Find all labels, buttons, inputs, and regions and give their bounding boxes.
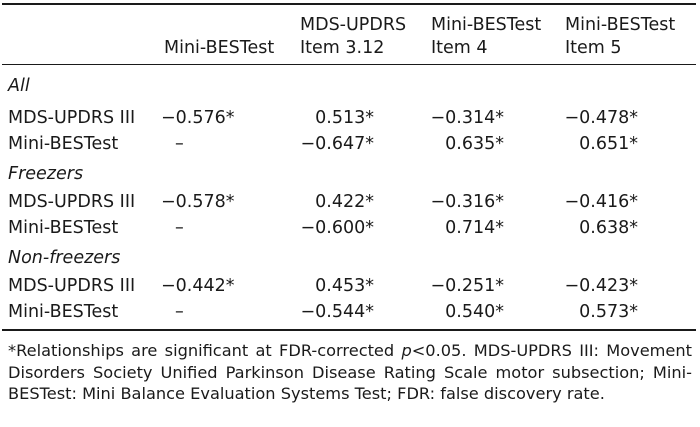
row-label: MDS-UPDRS III: [8, 192, 136, 212]
table-cell: −0.478*: [564, 108, 638, 128]
table-cell: –: [175, 218, 184, 238]
table-cell: 0.573*: [579, 302, 638, 322]
table-cell: 0.422*: [315, 192, 374, 212]
table-cell: 0.635*: [445, 134, 504, 154]
table-cell: 0.638*: [579, 218, 638, 238]
group-label-freezers: Freezers: [8, 164, 84, 184]
table-cell: 0.651*: [579, 134, 638, 154]
table-cell: −0.416*: [564, 192, 638, 212]
footnote-text-after: <0.05. MDS-UPDRS III: Movement Disorders…: [8, 341, 692, 403]
header-col3-line1: Mini-BESTest: [431, 15, 542, 35]
table-cell: –: [175, 302, 184, 322]
footnote-text-before: *Relationships are significant at FDR-co…: [8, 341, 402, 360]
row-label: MDS-UPDRS III: [8, 276, 136, 296]
row-label: MDS-UPDRS III: [8, 108, 136, 128]
row-label: Mini-BESTest: [8, 218, 119, 238]
header-col4-line1: Mini-BESTest: [565, 15, 676, 35]
table-cell: −0.314*: [430, 108, 504, 128]
table-cell: −0.251*: [430, 276, 504, 296]
footnote-p-italic: p: [401, 341, 412, 360]
table-cell: 0.714*: [445, 218, 504, 238]
table-cell: −0.576*: [161, 108, 235, 128]
table-cell: −0.647*: [300, 134, 374, 154]
table-footnote: *Relationships are significant at FDR-co…: [8, 340, 692, 405]
group-label-non-freezers: Non-freezers: [8, 248, 121, 268]
table-cell: −0.423*: [564, 276, 638, 296]
table-cell: −0.600*: [300, 218, 374, 238]
row-label: Mini-BESTest: [8, 302, 119, 322]
header-col2-line1: MDS-UPDRS: [300, 15, 407, 35]
table-cell: −0.544*: [300, 302, 374, 322]
table-cell: −0.316*: [430, 192, 504, 212]
header-col4-line2: Item 5: [565, 38, 622, 58]
header-col3-line2: Item 4: [431, 38, 488, 58]
table-cell: 0.453*: [315, 276, 374, 296]
header-col2-line2: Item 3.12: [300, 38, 385, 58]
group-label-all: All: [8, 76, 30, 96]
row-label: Mini-BESTest: [8, 134, 119, 154]
header-rule: [2, 64, 696, 65]
table-cell: –: [175, 134, 184, 154]
table-cell: 0.540*: [445, 302, 504, 322]
table-cell: 0.513*: [315, 108, 374, 128]
table-cell: −0.578*: [161, 192, 235, 212]
table-bottom-rule: [2, 329, 696, 331]
table-cell: −0.442*: [161, 276, 235, 296]
header-col1-line1: Mini-BESTest: [164, 38, 275, 58]
table-top-rule: [2, 3, 696, 5]
